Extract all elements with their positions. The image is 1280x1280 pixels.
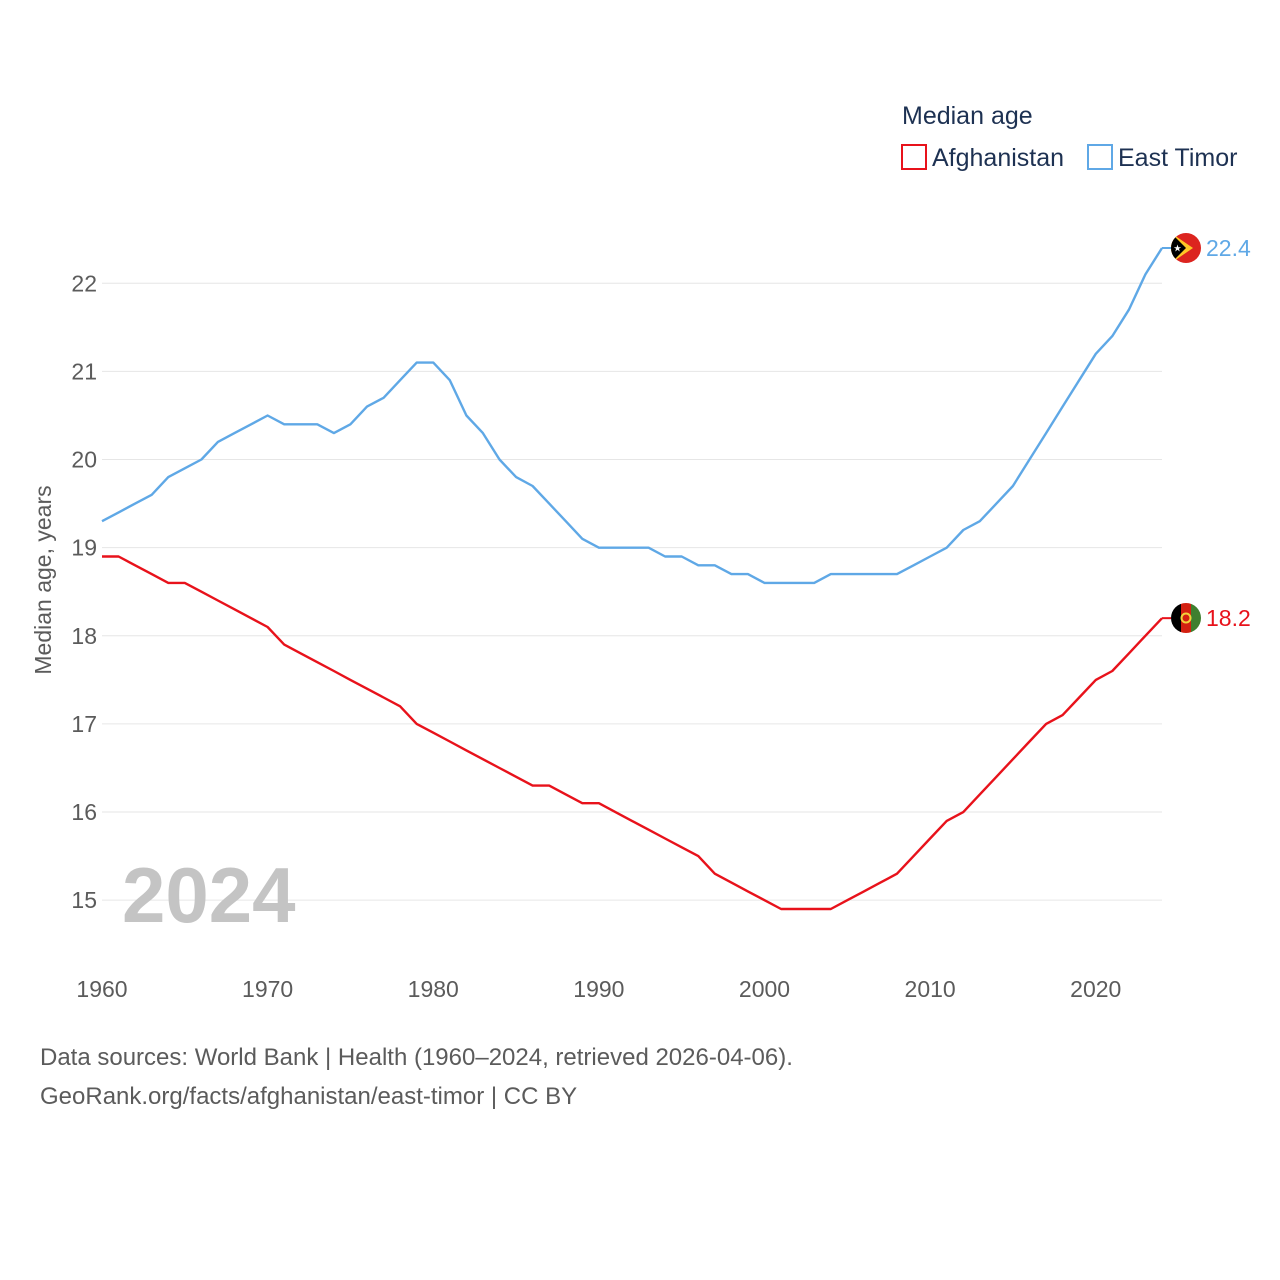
- legend-swatch-afghanistan[interactable]: [901, 144, 927, 170]
- line-chart: Median age Afghanistan East Timor 15 16 17…: [30, 102, 1251, 1002]
- end-value-east-timor: 22.4: [1206, 235, 1251, 261]
- y-tick-label: 17: [71, 711, 97, 737]
- x-tick-label: 2010: [905, 976, 956, 1002]
- y-tick-label: 20: [71, 447, 97, 473]
- y-tick-label: 22: [71, 270, 97, 296]
- y-tick-label: 19: [71, 535, 97, 561]
- series-lines: [101, 247, 1171, 911]
- x-axis-ticks: 1960 1970 1980 1990 2000 2010 2020: [76, 976, 1121, 1002]
- y-axis-label: Median age, years: [30, 485, 56, 674]
- series-line-east-timor[interactable]: [101, 247, 1164, 585]
- end-value-afghanistan: 18.2: [1206, 605, 1251, 631]
- y-axis-ticks: 15 16 17 18 19 20 21 22: [71, 270, 97, 913]
- east-timor-flag-icon: [1171, 233, 1201, 263]
- legend-title: Median age: [902, 102, 1033, 130]
- x-tick-label: 1970: [242, 976, 293, 1002]
- y-tick-label: 18: [71, 623, 97, 649]
- afghanistan-flag-icon: [1171, 603, 1201, 633]
- grid-lines: [102, 282, 1162, 901]
- x-tick-label: 1960: [76, 976, 127, 1002]
- legend-swatch-east-timor[interactable]: [1087, 144, 1113, 170]
- year-label: 2024: [122, 851, 296, 939]
- x-tick-label: 2020: [1070, 976, 1121, 1002]
- legend: Median age Afghanistan East Timor: [901, 102, 1237, 172]
- y-tick-label: 21: [71, 358, 97, 384]
- y-tick-label: 15: [71, 887, 97, 913]
- series-line-afghanistan[interactable]: [102, 555, 1163, 911]
- data-source-text: Data sources: World Bank | Health (1960–…: [40, 1044, 793, 1071]
- legend-label-afghanistan[interactable]: Afghanistan: [932, 144, 1064, 172]
- credit-link[interactable]: GeoRank.org/facts/afghanistan/east-timor…: [40, 1083, 578, 1110]
- y-tick-label: 16: [71, 799, 97, 825]
- legend-label-east-timor[interactable]: East Timor: [1118, 144, 1237, 172]
- x-tick-label: 1980: [408, 976, 459, 1002]
- x-tick-label: 1990: [573, 976, 624, 1002]
- x-tick-label: 2000: [739, 976, 790, 1002]
